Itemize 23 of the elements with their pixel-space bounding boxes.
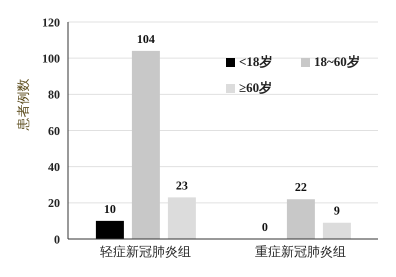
data-label: 9 bbox=[334, 204, 340, 218]
legend-label: 18~60岁 bbox=[314, 53, 360, 71]
y-tick-label: 40 bbox=[48, 160, 60, 174]
legend-label: ≥60岁 bbox=[239, 79, 272, 97]
bar bbox=[132, 50, 160, 239]
y-tick-label: 100 bbox=[42, 51, 60, 66]
x-tick-label: 重症新冠肺炎组 bbox=[255, 244, 346, 260]
bar bbox=[322, 222, 351, 239]
bar bbox=[96, 220, 124, 239]
data-label: 10 bbox=[104, 202, 116, 216]
data-label: 23 bbox=[176, 178, 188, 192]
y-tick-label: 20 bbox=[48, 196, 60, 210]
y-tick-label: 120 bbox=[42, 15, 60, 30]
bar bbox=[286, 199, 315, 239]
data-label: 22 bbox=[294, 180, 307, 194]
y-tick-label: 0 bbox=[54, 232, 60, 246]
data-label: 0 bbox=[262, 220, 268, 234]
y-tick-label: 60 bbox=[48, 124, 60, 138]
legend-label: <18岁 bbox=[239, 53, 272, 71]
x-tick-label: 轻症新冠肺炎组 bbox=[100, 244, 191, 260]
y-tick-label: 80 bbox=[48, 88, 60, 102]
data-label: 104 bbox=[136, 32, 155, 46]
y-axis-title: 患者例数 bbox=[16, 78, 31, 132]
